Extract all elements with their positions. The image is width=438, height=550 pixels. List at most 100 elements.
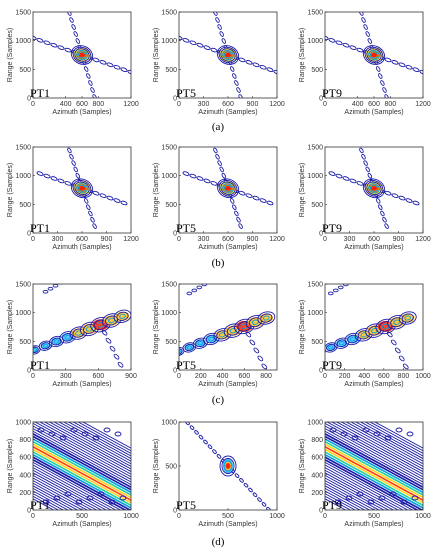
y-tick-label: 1500 [307, 145, 323, 152]
sidelobe [217, 24, 222, 30]
contour-plot [36, 147, 128, 229]
sidelobe [215, 153, 220, 160]
x-tick-label: 1200 [415, 101, 431, 108]
sidelobe [33, 35, 37, 41]
x-tick-label: 200 [195, 373, 207, 380]
contour-stripe [325, 461, 414, 510]
x-tick-label: 0 [177, 373, 181, 380]
x-tick-label: 0 [177, 101, 181, 108]
y-tick-label: 500 [311, 67, 323, 74]
sidelobe [412, 67, 420, 73]
contour-ring [229, 327, 237, 334]
panel-2-1: 0 200 400 600 800 0 500 1000 1500 Azimuth (Sample… [153, 274, 278, 388]
sidelobe [189, 425, 195, 430]
contour-stripe [33, 487, 74, 510]
x-tick-label: 0 [31, 101, 35, 108]
sidelobe [261, 363, 268, 370]
x-tick-label: 500 [368, 513, 380, 520]
contour-stripe [33, 428, 131, 483]
x-tick-label: 0 [323, 513, 327, 520]
contour-ring [362, 45, 386, 65]
contour-stripe [374, 422, 423, 449]
panel-0-2: 0 400 600 800 1200 0 500 1000 1500 Azimuth (Sampl… [299, 10, 431, 117]
sidelobe [245, 331, 252, 338]
sidelobe [213, 12, 218, 16]
sidelobe [340, 431, 348, 437]
x-tick-label: 600 [368, 101, 380, 108]
x-tick-label: 800 [398, 373, 410, 380]
sidelobe [400, 499, 408, 505]
sidelobe [189, 40, 197, 46]
contour-ring [77, 51, 87, 59]
sidelobe [342, 176, 350, 181]
y-axis-label: Range (Samples) [7, 300, 14, 354]
sidelobe [238, 223, 243, 229]
sidelobe [113, 198, 121, 203]
contour-stripe [33, 472, 103, 510]
x-tick-label: 300 [52, 236, 64, 243]
sidelobe [191, 288, 198, 293]
panel-1-1: 0 300 600 900 1200 0 500 1000 1500 Azimuth (Sampl… [153, 145, 285, 252]
sidelobe [259, 198, 267, 203]
y-tick-label: 1500 [15, 10, 31, 17]
contour-ring [223, 51, 233, 59]
y-tick-label: 1000 [15, 38, 31, 45]
contour-ring [72, 180, 92, 197]
contour-stripe [53, 422, 131, 465]
contour-ring [315, 348, 324, 355]
sidelobe [391, 60, 399, 65]
contour-stripe [325, 440, 423, 496]
sidelobe [73, 166, 78, 173]
contour-stripe [34, 422, 131, 475]
sidelobe [36, 37, 44, 43]
contour-stripe [33, 443, 131, 499]
sidelobe [43, 173, 51, 179]
contour-stripe [325, 490, 361, 510]
sidelobe [92, 94, 97, 98]
contour-ring [325, 347, 326, 357]
sidelobe [189, 173, 197, 179]
sidelobe [36, 171, 44, 176]
y-tick-label: 1000 [161, 38, 177, 45]
contour-stripe [33, 458, 127, 510]
x-tick-label: 1200 [269, 236, 285, 243]
contour-ring [74, 48, 90, 62]
contour-ring [398, 311, 417, 325]
x-tick-label: 1200 [415, 236, 431, 243]
contour-stripe [326, 422, 423, 475]
contour-ring [53, 339, 60, 344]
sidelobe [412, 200, 420, 206]
sidelobe [99, 193, 107, 198]
sidelobe [402, 363, 409, 370]
x-tick-label: 900 [393, 236, 405, 243]
sidelobe [384, 57, 392, 63]
x-tick-label: 0 [177, 513, 181, 520]
contour-stripe [39, 422, 131, 473]
x-tick-label: 1000 [415, 513, 431, 520]
contour-ring [368, 49, 380, 61]
contour-stripe [33, 469, 108, 510]
y-axis-label: Range (Samples) [153, 163, 160, 217]
sidelobe [349, 45, 357, 50]
contour-ring [195, 339, 206, 348]
sidelobe [342, 42, 350, 48]
sidelobe [50, 176, 58, 181]
sidelobe [217, 274, 222, 277]
contour-stripe [325, 493, 357, 510]
sidelobe [375, 66, 381, 72]
y-tick-label: 600 [19, 455, 31, 462]
contour-plot [179, 274, 276, 370]
contour-ring [64, 334, 71, 340]
x-axis-label: Azimuth (Samples) [198, 244, 257, 251]
contour-stripe [43, 422, 131, 470]
contour-stripe [33, 445, 131, 502]
x-axis-label: Azimuth (Samples) [344, 109, 403, 116]
contour-ring [42, 343, 49, 348]
panel-label: PT9 [322, 358, 342, 372]
sidelobe [328, 171, 336, 176]
sidelobe [120, 200, 128, 206]
x-axis-label: Azimuth (Samples) [52, 109, 111, 116]
axes-box [178, 283, 278, 371]
x-tick-label: 0 [177, 236, 181, 243]
